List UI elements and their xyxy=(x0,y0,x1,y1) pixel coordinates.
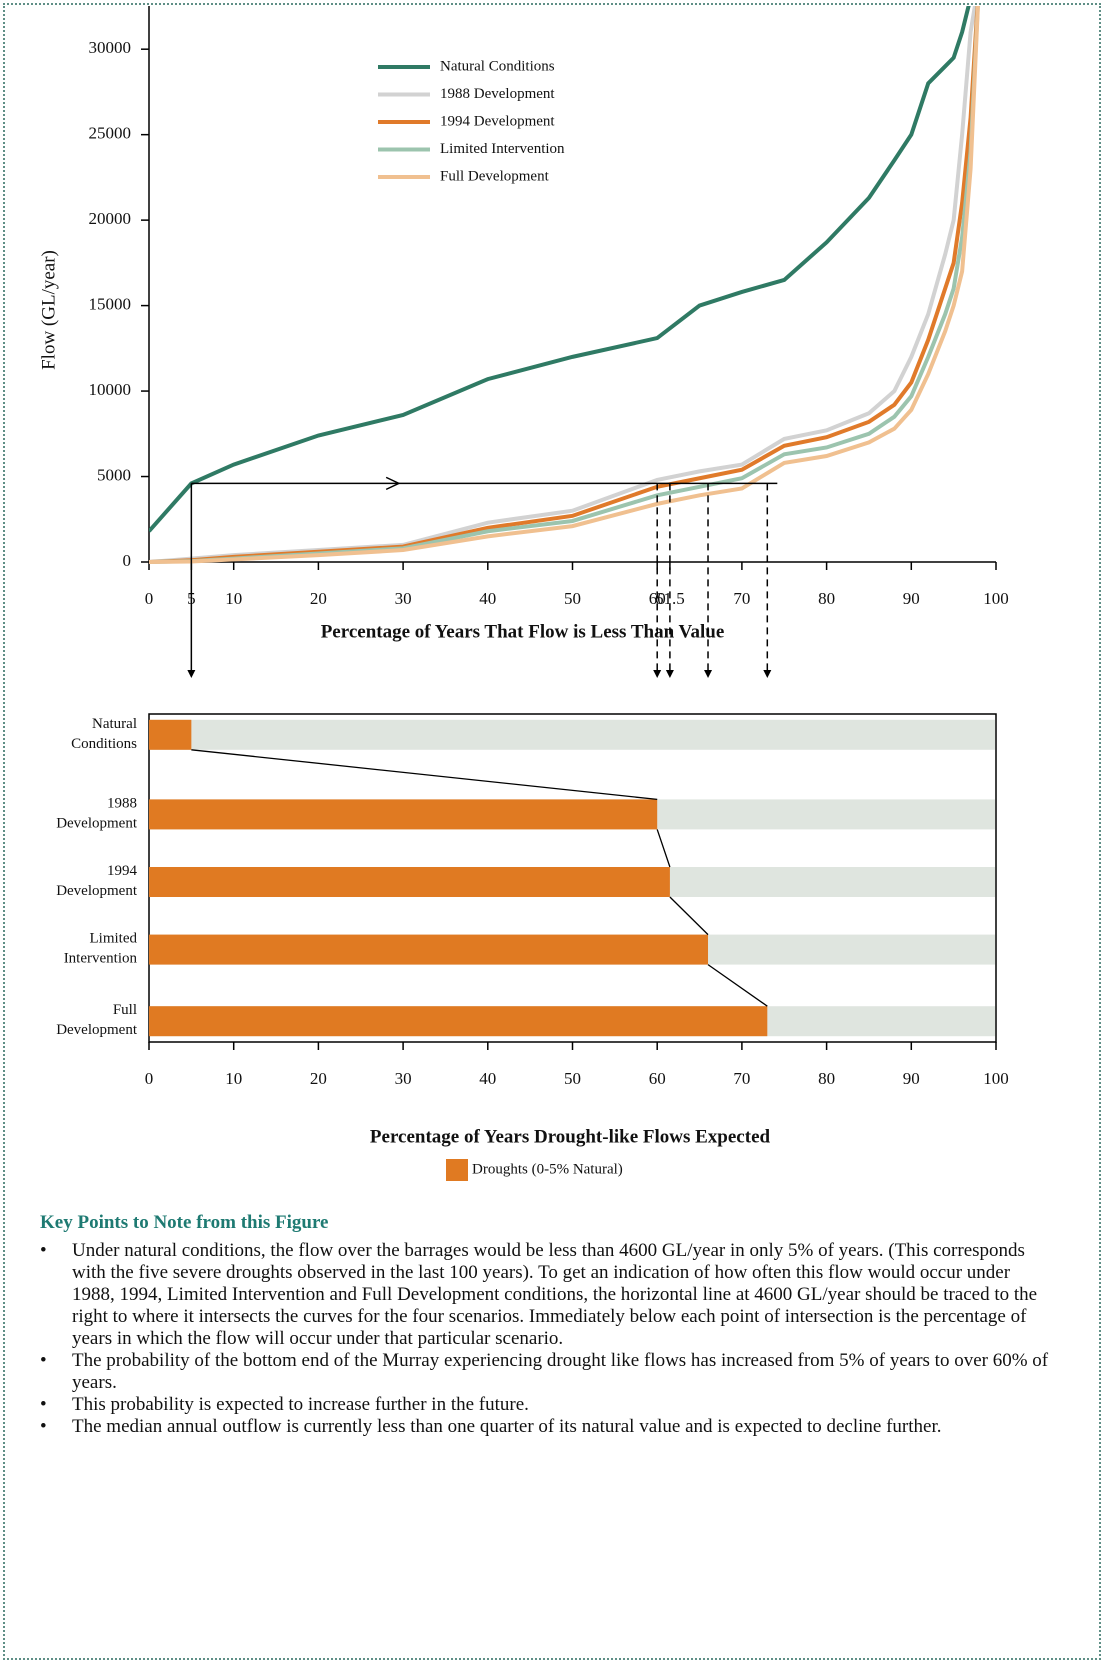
series-line xyxy=(149,6,977,564)
charts: 0500010000150002000025000300000510203040… xyxy=(38,6,1009,1181)
legend-label: 1988 Development xyxy=(440,86,555,102)
category-label-line: 1994 xyxy=(107,863,138,879)
x-tick-label: 40 xyxy=(479,589,496,608)
x-tick-label: 70 xyxy=(733,1069,750,1088)
connector xyxy=(191,749,658,801)
category-label-line: Conditions xyxy=(71,736,137,752)
bullet-list: Under natural conditions, the flow over … xyxy=(40,1240,1050,1438)
x-tick-label: 40 xyxy=(479,1069,496,1088)
series-line xyxy=(149,6,971,533)
bullet: The median annual outflow is currently l… xyxy=(40,1416,1050,1438)
x-tick-label: 30 xyxy=(395,1069,412,1088)
x-tick-label: 61.5 xyxy=(655,589,685,608)
legend-swatch xyxy=(446,1159,468,1181)
x-tick-label: 50 xyxy=(564,1069,581,1088)
drop-arrow xyxy=(704,670,713,678)
x-axis-title: Percentage of Years Drought-like Flows E… xyxy=(370,1126,771,1147)
bar xyxy=(149,719,192,750)
y-axis-title: Flow (GL/year) xyxy=(38,250,59,370)
connector xyxy=(707,964,768,1007)
series-line xyxy=(149,6,980,564)
category-label-line: Full xyxy=(113,1003,137,1019)
bar-background xyxy=(150,719,995,750)
category-label: Limited Intervention xyxy=(64,931,138,967)
connector xyxy=(656,829,671,868)
category-label-line: 1988 xyxy=(107,796,137,812)
x-tick-label: 100 xyxy=(983,1069,1009,1088)
bullet: This probability is expected to increase… xyxy=(40,1394,1050,1416)
category-label-line: Intervention xyxy=(64,951,138,967)
x-tick-label: 30 xyxy=(395,589,412,608)
series-line xyxy=(149,6,980,564)
category-label-line: Development xyxy=(56,816,138,832)
x-tick-label: 60 xyxy=(649,589,666,608)
x-tick-label: 90 xyxy=(903,589,920,608)
x-tick-label: 60 xyxy=(649,1069,666,1088)
legend-label: Natural Conditions xyxy=(440,58,555,74)
drop-arrow xyxy=(653,670,662,678)
y-tick-label: 20000 xyxy=(89,209,132,228)
category-label-line: Development xyxy=(56,1023,138,1039)
category-label: 1988 Development xyxy=(56,796,138,832)
x-tick-label: 20 xyxy=(310,1069,327,1088)
y-tick-label: 0 xyxy=(123,551,132,570)
category-label: Full Development xyxy=(56,1003,138,1039)
x-tick-label: 20 xyxy=(310,589,327,608)
x-tick-label: 0 xyxy=(145,589,154,608)
bar xyxy=(149,1006,768,1037)
y-tick-label: 5000 xyxy=(97,465,131,484)
y-tick-label: 10000 xyxy=(89,380,132,399)
frame xyxy=(3,3,1101,1660)
x-tick-label: 50 xyxy=(564,589,581,608)
x-tick-label: 70 xyxy=(733,589,750,608)
y-tick-label: 30000 xyxy=(89,38,132,57)
y-tick-label: 25000 xyxy=(89,124,132,143)
bullet: Under natural conditions, the flow over … xyxy=(40,1240,1050,1350)
x-tick-label: 100 xyxy=(983,589,1009,608)
drop-arrow xyxy=(187,670,196,678)
x-tick-label: 80 xyxy=(818,589,835,608)
connector xyxy=(669,896,709,936)
category-label: Natural Conditions xyxy=(71,716,137,752)
bar xyxy=(149,934,709,965)
category-label: 1994 Development xyxy=(56,863,138,899)
x-axis-title: Percentage of Years That Flow is Less Th… xyxy=(321,621,725,642)
legend-label: Droughts (0-5% Natural) xyxy=(472,1161,623,1177)
bullet: The probability of the bottom end of the… xyxy=(40,1350,1050,1394)
x-tick-label: 10 xyxy=(225,1069,242,1088)
arrow-head xyxy=(385,476,401,491)
legend-label: Full Development xyxy=(440,168,550,184)
x-tick-label: 90 xyxy=(903,1069,920,1088)
plot-lines xyxy=(149,6,980,564)
category-label-line: Natural xyxy=(92,716,137,732)
category-label-line: Limited xyxy=(90,931,138,947)
drop-arrow xyxy=(763,670,772,678)
series-line xyxy=(149,6,980,564)
legend-label: Limited Intervention xyxy=(440,141,565,157)
x-tick-label: 80 xyxy=(818,1069,835,1088)
drop-arrow xyxy=(665,670,674,678)
bar xyxy=(149,867,670,897)
y-tick-label: 15000 xyxy=(89,295,132,314)
bar xyxy=(149,799,658,830)
notes: Key Points to Note from this Figure Unde… xyxy=(40,1212,1050,1438)
category-label-line: Development xyxy=(56,883,138,899)
notes-title: Key Points to Note from this Figure xyxy=(40,1212,329,1233)
legend-label: 1994 Development xyxy=(440,113,555,129)
x-tick-label: 0 xyxy=(145,1069,154,1088)
x-tick-label: 10 xyxy=(225,589,242,608)
